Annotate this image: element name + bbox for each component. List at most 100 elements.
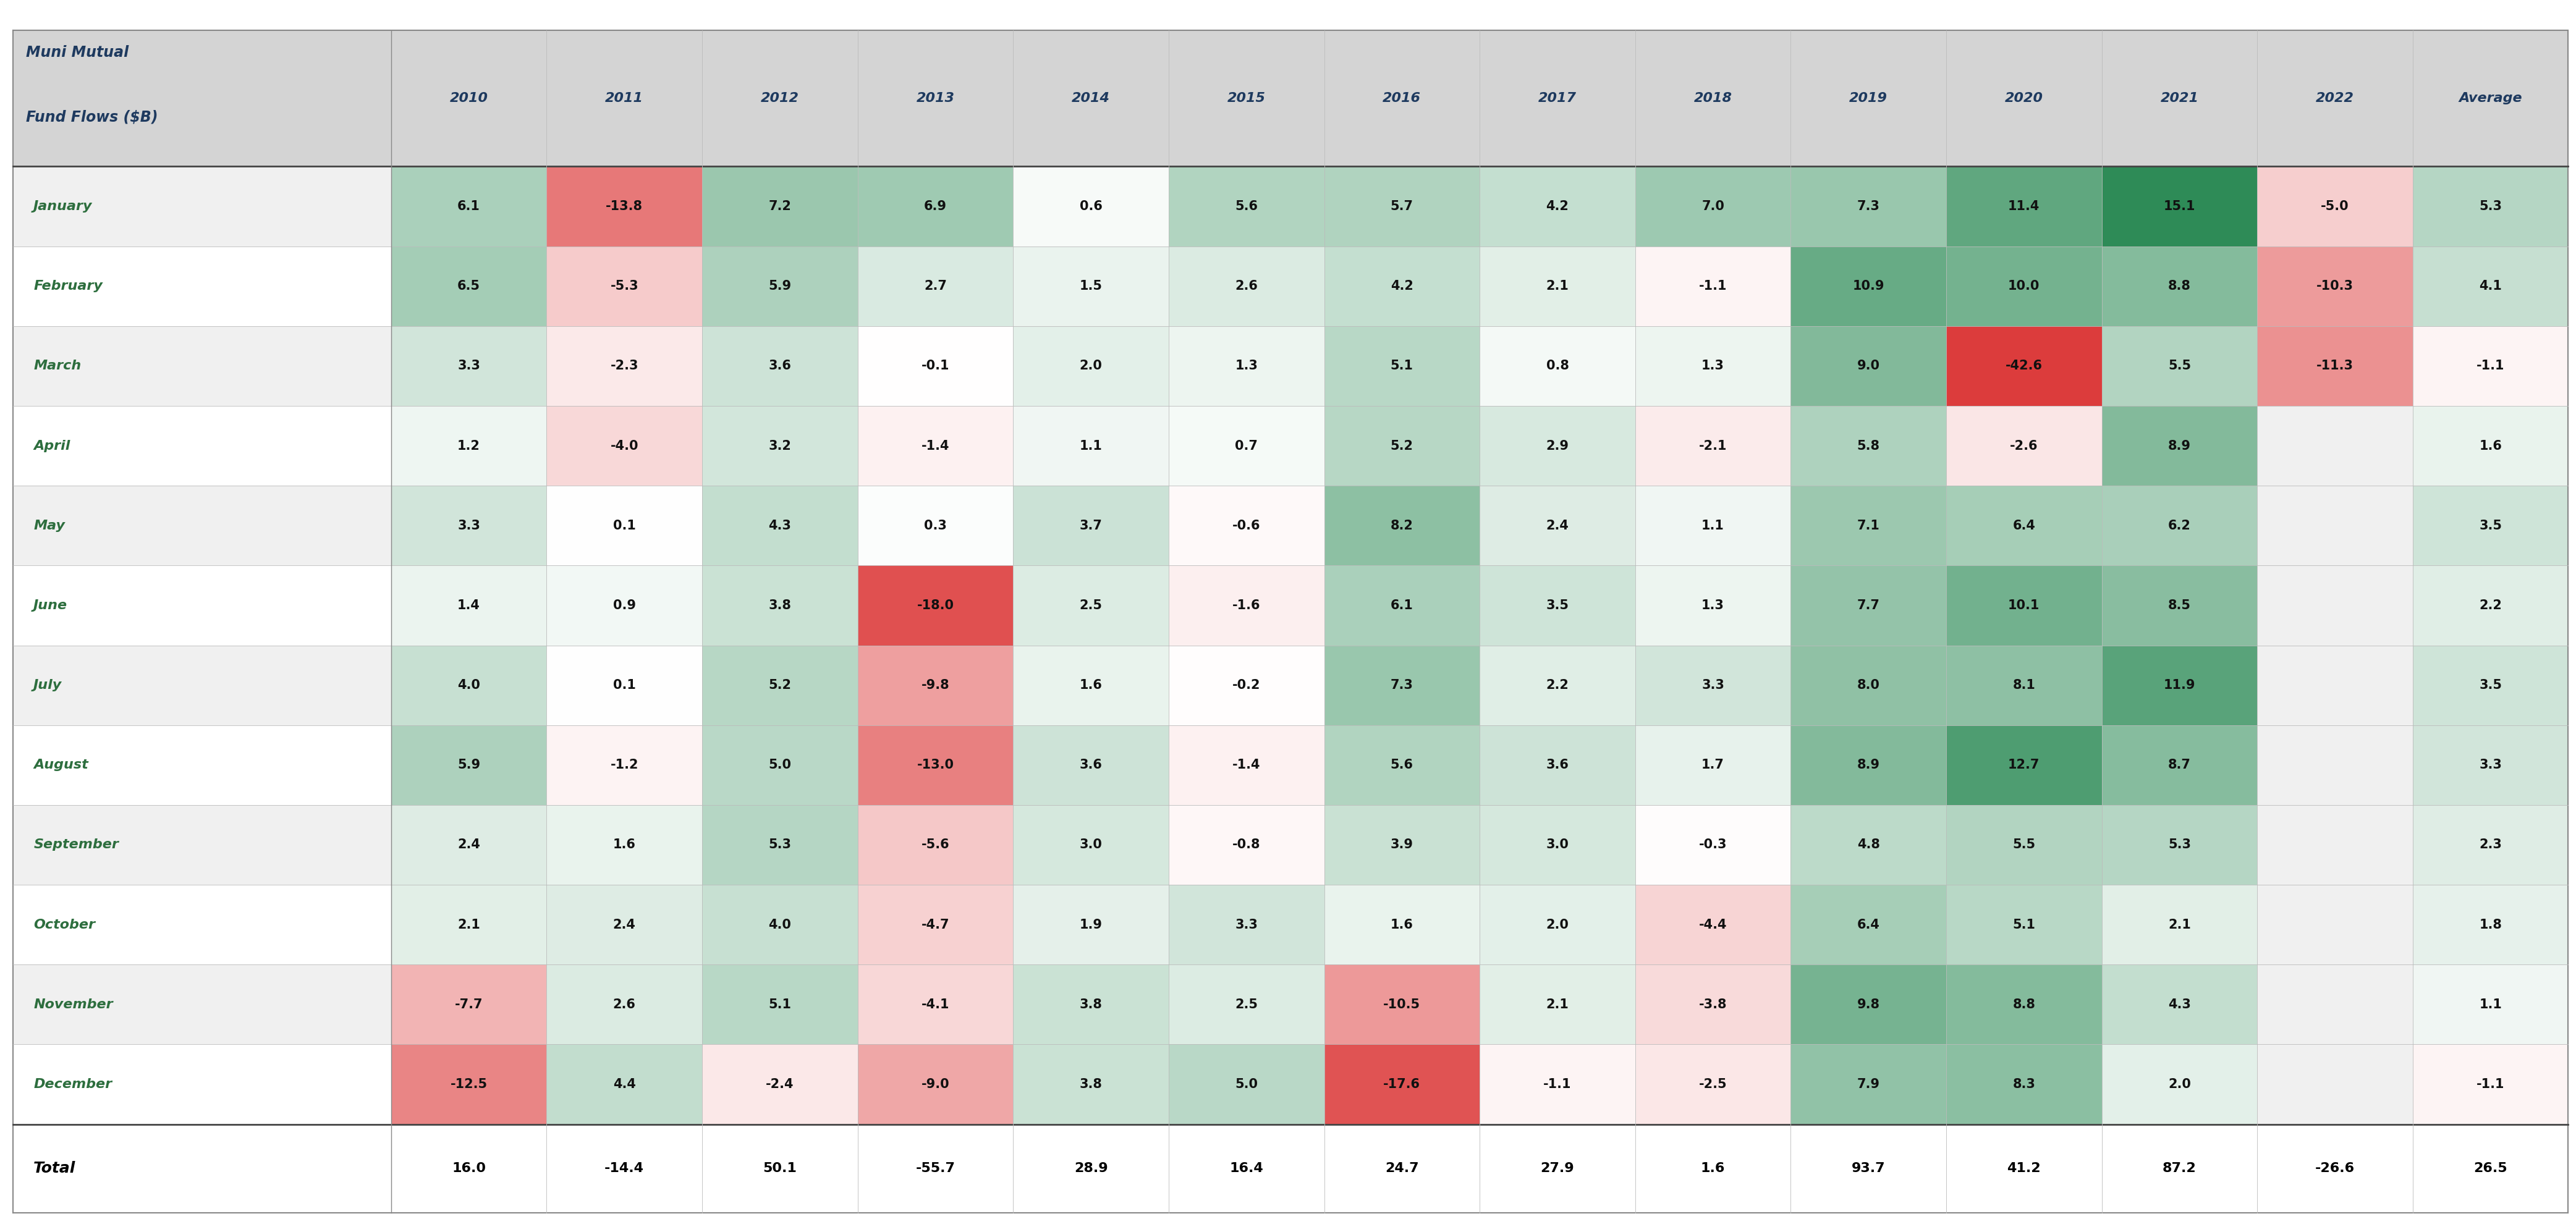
Bar: [2414, 167, 2568, 246]
Bar: [1947, 1045, 2102, 1124]
Text: -0.2: -0.2: [1231, 679, 1260, 691]
Text: -13.0: -13.0: [917, 759, 953, 772]
Text: 2015: 2015: [1226, 93, 1265, 105]
Bar: [546, 964, 703, 1045]
Bar: [1012, 964, 1170, 1045]
Bar: [1324, 246, 1479, 327]
Bar: [1012, 725, 1170, 805]
Text: 8.3: 8.3: [2012, 1078, 2035, 1091]
Bar: [1790, 725, 1947, 805]
Bar: [1012, 406, 1170, 485]
Bar: [703, 805, 858, 885]
Text: 7.2: 7.2: [768, 200, 791, 212]
Bar: [546, 566, 703, 645]
Text: 2010: 2010: [451, 93, 487, 105]
Bar: [1790, 167, 1947, 246]
Text: 26.5: 26.5: [2473, 1163, 2506, 1175]
Text: -2.4: -2.4: [765, 1078, 793, 1091]
Text: 3.6: 3.6: [1546, 759, 1569, 772]
Bar: [703, 1045, 858, 1124]
Bar: [2257, 327, 2414, 406]
Bar: [13, 406, 392, 485]
Bar: [1479, 246, 1636, 327]
Bar: [703, 485, 858, 566]
Bar: [13, 964, 392, 1045]
Bar: [2102, 246, 2257, 327]
Text: 5.1: 5.1: [768, 998, 791, 1011]
Text: 24.7: 24.7: [1386, 1163, 1419, 1175]
Bar: [858, 485, 1012, 566]
Text: 1.6: 1.6: [2478, 440, 2501, 452]
Text: 2.1: 2.1: [459, 918, 479, 931]
Bar: [1324, 406, 1479, 485]
Text: 3.6: 3.6: [768, 360, 791, 372]
Bar: [1947, 566, 2102, 645]
Bar: [858, 1045, 1012, 1124]
Bar: [1012, 246, 1170, 327]
Bar: [392, 167, 546, 246]
Text: 4.8: 4.8: [1857, 839, 1880, 851]
Bar: [1324, 167, 1479, 246]
Bar: [1790, 805, 1947, 885]
Text: 6.1: 6.1: [1391, 600, 1414, 612]
Bar: [1947, 485, 2102, 566]
Text: 1.1: 1.1: [2478, 998, 2501, 1011]
Bar: [1790, 885, 1947, 964]
Text: 3.8: 3.8: [1079, 998, 1103, 1011]
Text: 6.4: 6.4: [2012, 519, 2035, 531]
Bar: [2414, 1045, 2568, 1124]
Text: -14.4: -14.4: [605, 1163, 644, 1175]
Bar: [546, 805, 703, 885]
Text: -10.3: -10.3: [2316, 280, 2354, 293]
Text: 2019: 2019: [1850, 93, 1888, 105]
Bar: [1790, 1045, 1947, 1124]
Text: 10.0: 10.0: [2009, 280, 2040, 293]
Text: -55.7: -55.7: [914, 1163, 956, 1175]
Text: 16.4: 16.4: [1229, 1163, 1262, 1175]
Bar: [1636, 805, 1790, 885]
Text: 2022: 2022: [2316, 93, 2354, 105]
Text: 8.0: 8.0: [1857, 679, 1880, 691]
Text: 3.8: 3.8: [768, 600, 791, 612]
Text: January: January: [33, 200, 93, 212]
Bar: [2414, 566, 2568, 645]
Text: 5.8: 5.8: [1857, 440, 1880, 452]
Text: 4.4: 4.4: [613, 1078, 636, 1091]
Text: -11.3: -11.3: [2316, 360, 2354, 372]
Bar: [1947, 246, 2102, 327]
Text: 7.1: 7.1: [1857, 519, 1880, 531]
Bar: [13, 725, 392, 805]
Text: December: December: [33, 1078, 113, 1091]
Text: 3.7: 3.7: [1079, 519, 1103, 531]
Bar: [1170, 805, 1324, 885]
Bar: [1947, 885, 2102, 964]
Text: 2.2: 2.2: [2478, 600, 2501, 612]
Text: 8.8: 8.8: [2012, 998, 2035, 1011]
Bar: [13, 246, 392, 327]
Text: 50.1: 50.1: [762, 1163, 796, 1175]
Text: 1.3: 1.3: [1703, 360, 1723, 372]
Bar: [13, 885, 392, 964]
Bar: [1636, 406, 1790, 485]
Bar: [703, 566, 858, 645]
Text: July: July: [33, 679, 62, 691]
Text: March: March: [33, 360, 82, 372]
Text: 5.2: 5.2: [768, 679, 791, 691]
Text: 1.6: 1.6: [1079, 679, 1103, 691]
Bar: [703, 725, 858, 805]
Bar: [1170, 964, 1324, 1045]
Text: 0.6: 0.6: [1079, 200, 1103, 212]
Bar: [2257, 1045, 2414, 1124]
Bar: [1947, 406, 2102, 485]
Text: 2.1: 2.1: [2169, 918, 2190, 931]
Text: 2.9: 2.9: [1546, 440, 1569, 452]
Text: 10.9: 10.9: [1852, 280, 1886, 293]
Text: 1.7: 1.7: [1703, 759, 1723, 772]
Text: 2.1: 2.1: [1546, 280, 1569, 293]
Text: 1.3: 1.3: [1234, 360, 1257, 372]
Bar: [1479, 566, 1636, 645]
Text: 1.3: 1.3: [1703, 600, 1723, 612]
Text: May: May: [33, 519, 64, 531]
Text: -2.6: -2.6: [2009, 440, 2038, 452]
Text: -1.4: -1.4: [1231, 759, 1260, 772]
